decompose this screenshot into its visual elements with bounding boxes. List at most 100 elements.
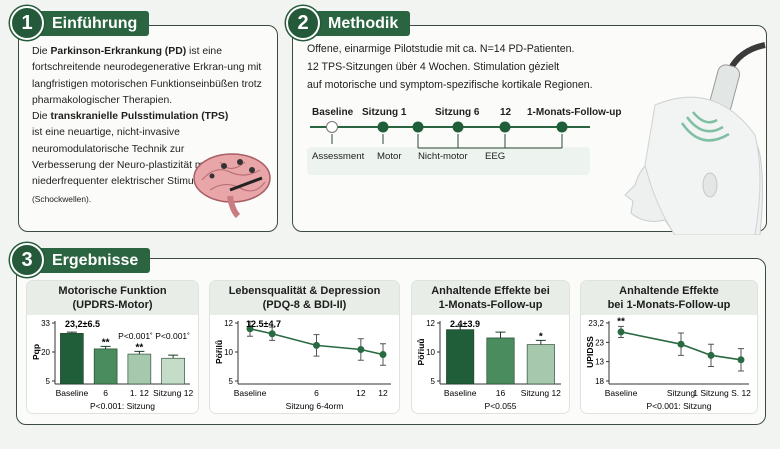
timeline-bg xyxy=(307,147,590,175)
value-annotation: 23,2±6.5 xyxy=(65,319,100,329)
timeline-label: Baseline xyxy=(312,107,354,118)
x-tick-label: 1 Sitzung xyxy=(693,388,729,398)
chart-title: 1-Monats-Follow-up xyxy=(438,299,543,311)
timeline xyxy=(310,121,590,149)
x-tick-label: Sitzung xyxy=(667,388,696,398)
data-point xyxy=(677,340,685,348)
y-tick-label: 12 xyxy=(224,319,233,328)
y-tick-label: 10 xyxy=(224,348,233,357)
y-tick-label: 10 xyxy=(426,348,435,357)
intro-text: Die Parkinson-Erkrankung (PD) ist eine f… xyxy=(32,44,278,208)
y-tick-label: 13 xyxy=(595,358,604,367)
x-tick-label: Sitzung 12 xyxy=(521,388,561,398)
data-point xyxy=(379,350,387,358)
timeline-sub: Nicht-motor xyxy=(418,151,468,162)
x-axis-label: P<0.001: Sitzung xyxy=(90,401,155,411)
data-point xyxy=(313,341,320,349)
section-number-2: 2 xyxy=(286,6,320,40)
y-tick-label: 12 xyxy=(426,319,435,328)
x-tick-label: S. 12 xyxy=(731,388,751,398)
y-tick-label: 5 xyxy=(46,377,51,386)
error-bar xyxy=(168,354,179,359)
head-with-tps-device-illustration xyxy=(624,42,766,235)
significance-mark: * xyxy=(539,331,543,342)
timeline-sub: Motor xyxy=(377,151,402,162)
x-tick-label: 12 xyxy=(378,388,388,398)
bar xyxy=(446,329,475,385)
x-tick-label: Baseline xyxy=(605,388,638,398)
intro-paragraph-2: Die transkranielle Pulsstimulation (TPS)… xyxy=(32,111,229,204)
section-number-1: 1 xyxy=(10,6,44,40)
y-tick-label: 20 xyxy=(41,348,50,357)
data-point xyxy=(707,351,715,359)
x-axis-label: P<0.055 xyxy=(485,401,517,411)
chart-title: Lebensqualität & Depression xyxy=(228,285,381,297)
y-tick-label: 5 xyxy=(229,377,234,386)
method-line: 12 TPS-Sitzungen übėr 4 Wochen. Stimulat… xyxy=(307,61,560,73)
timeline-label: Sitzung 1 xyxy=(362,107,407,118)
y-tick-label: 23,2 xyxy=(588,319,604,328)
x-tick-label: Baseline xyxy=(234,388,267,398)
y-axis-label: Pqp xyxy=(31,344,41,360)
timeline-sub: EEG xyxy=(485,151,506,162)
error-bar xyxy=(535,339,546,345)
chart-title: (UPDRS-Motor) xyxy=(72,299,153,311)
chart-card-followup-bar: Anhaltende Effekte bei 1-Monats-Follow-up… xyxy=(411,280,570,414)
method-line: auf motorische und symptom-spezifische k… xyxy=(307,79,593,91)
significance-mark: ** xyxy=(102,337,110,348)
value-annotation: 2.4±3.9 xyxy=(450,319,480,329)
y-tick-label: 5 xyxy=(431,377,436,386)
bar xyxy=(60,333,84,385)
x-tick-label: 6 xyxy=(103,388,108,398)
data-point xyxy=(268,330,276,338)
x-tick-label: Sitzung 12 xyxy=(153,388,193,398)
series-line xyxy=(620,331,742,361)
value-annotation: 12.5±4.7 xyxy=(246,319,281,329)
x-tick-label: 12 xyxy=(356,388,366,398)
timeline-label: 12 xyxy=(500,107,512,118)
x-axis-label: Sitzung 6-4orm xyxy=(286,401,344,411)
data-point xyxy=(617,328,625,336)
y-tick-label: 23 xyxy=(595,338,604,347)
chart-followup-bar: 12 10 5 Pöřiuů Baseline 16 * Sitzung 12 2.4±3.9 P… xyxy=(416,319,561,411)
chart-title: Anhaltende Effekte xyxy=(619,285,719,297)
data-point xyxy=(737,356,745,364)
chart-title: Anhaltende Effekte bei xyxy=(431,285,550,297)
bar xyxy=(93,348,118,385)
significance-mark: ** xyxy=(617,316,625,327)
timeline-label: 1-Monats-Follow-up xyxy=(527,107,622,118)
x-tick-label: 1. 12 xyxy=(130,388,149,398)
error-bar xyxy=(455,325,466,330)
method-text: Offene, einarmige Pilotstudie mit ca. N=… xyxy=(307,40,593,94)
y-axis-label: Pöřilů xyxy=(214,340,224,364)
bar xyxy=(161,357,185,385)
y-tick-label: 33 xyxy=(41,319,50,328)
error-bar xyxy=(495,331,506,338)
y-tick-label: 18 xyxy=(595,377,604,386)
chart-card-followup-line: Anhaltende Effekte bei 1-Monats-Follow-up… xyxy=(580,280,758,414)
significance-mark: ** xyxy=(135,342,143,353)
y-axis-label: Pöřiuů xyxy=(416,339,426,366)
intro-paragraph-1: Die Parkinson-Erkrankung (PD) ist eine f… xyxy=(32,46,262,106)
bar xyxy=(526,344,555,385)
error-bar xyxy=(66,331,77,334)
chart-title: Motorische Funktion xyxy=(58,285,167,297)
chart-card-quality: Lebensqualität & Depression (PDQ-8 & BDI-… xyxy=(209,280,400,414)
bar xyxy=(127,353,152,385)
timeline-label: Sitzung 6 xyxy=(435,107,480,118)
chart-motor: 33 20 5 Pqp Baseline ** 6 ** 1. 12 Sitzung 12 23,2… xyxy=(31,319,193,411)
data-point xyxy=(357,346,365,354)
data-point xyxy=(246,325,254,333)
method-line: Offene, einarmige Pilotstudie mit ca. N=… xyxy=(307,43,575,55)
bar xyxy=(486,337,515,385)
x-tick-label: 16 xyxy=(496,388,506,398)
x-tick-label: 6 xyxy=(314,388,319,398)
section-number-3: 3 xyxy=(10,243,44,277)
chart-quality: 12 10 5 Pöřilů Baseline 6 12 12 12.5±4.7 Sitzung … xyxy=(214,319,391,411)
x-tick-label: Baseline xyxy=(56,388,89,398)
p-value-annotation: P<0.001˚ P<0.001˚ xyxy=(118,331,190,341)
chart-title: (PDQ-8 & BDI-II) xyxy=(262,299,347,311)
brain-illustration xyxy=(193,153,271,219)
chart-card-motor: Motorische Funktion (UPDRS-Motor) 33 20 5 Pqp… xyxy=(26,280,199,414)
